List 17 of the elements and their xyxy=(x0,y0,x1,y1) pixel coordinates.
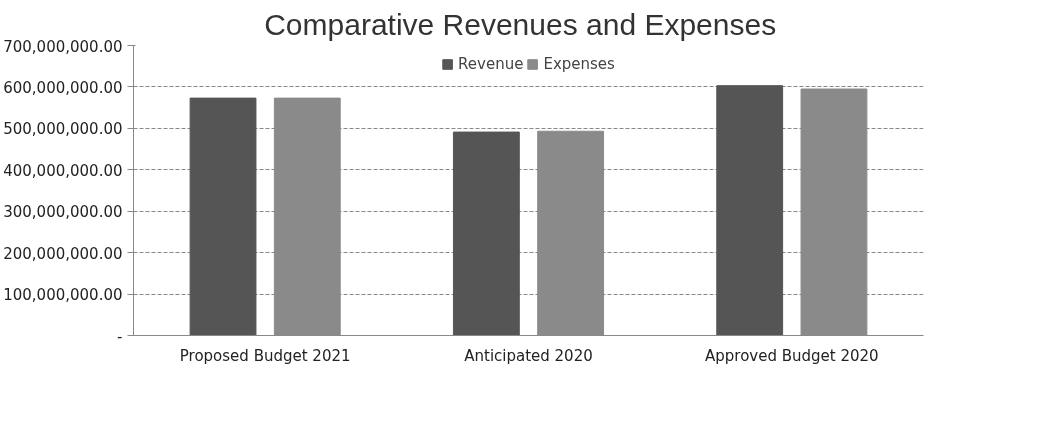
x-tick-label: Proposed Budget 2021 xyxy=(179,346,351,365)
y-tick-label: - xyxy=(117,327,123,346)
y-tick-label: 600,000,000.00 xyxy=(3,78,123,97)
x-tick-label: Approved Budget 2020 xyxy=(705,346,879,365)
legend-label: Expenses xyxy=(543,55,615,73)
y-tick-label: 300,000,000.00 xyxy=(3,203,123,222)
bar xyxy=(452,131,520,336)
legend-label: Revenue xyxy=(458,55,524,73)
chart-title: Comparative Revenues and Expenses xyxy=(264,7,777,41)
y-tick-label: 400,000,000.00 xyxy=(3,161,123,180)
bar xyxy=(189,97,257,336)
y-tick-label: 200,000,000.00 xyxy=(3,244,123,263)
x-tick-label: Anticipated 2020 xyxy=(464,346,593,365)
bar xyxy=(716,85,784,336)
y-tick-label: 500,000,000.00 xyxy=(3,120,123,139)
y-tick-label: 100,000,000.00 xyxy=(3,286,123,305)
y-tick-label: 700,000,000.00 xyxy=(3,37,123,56)
